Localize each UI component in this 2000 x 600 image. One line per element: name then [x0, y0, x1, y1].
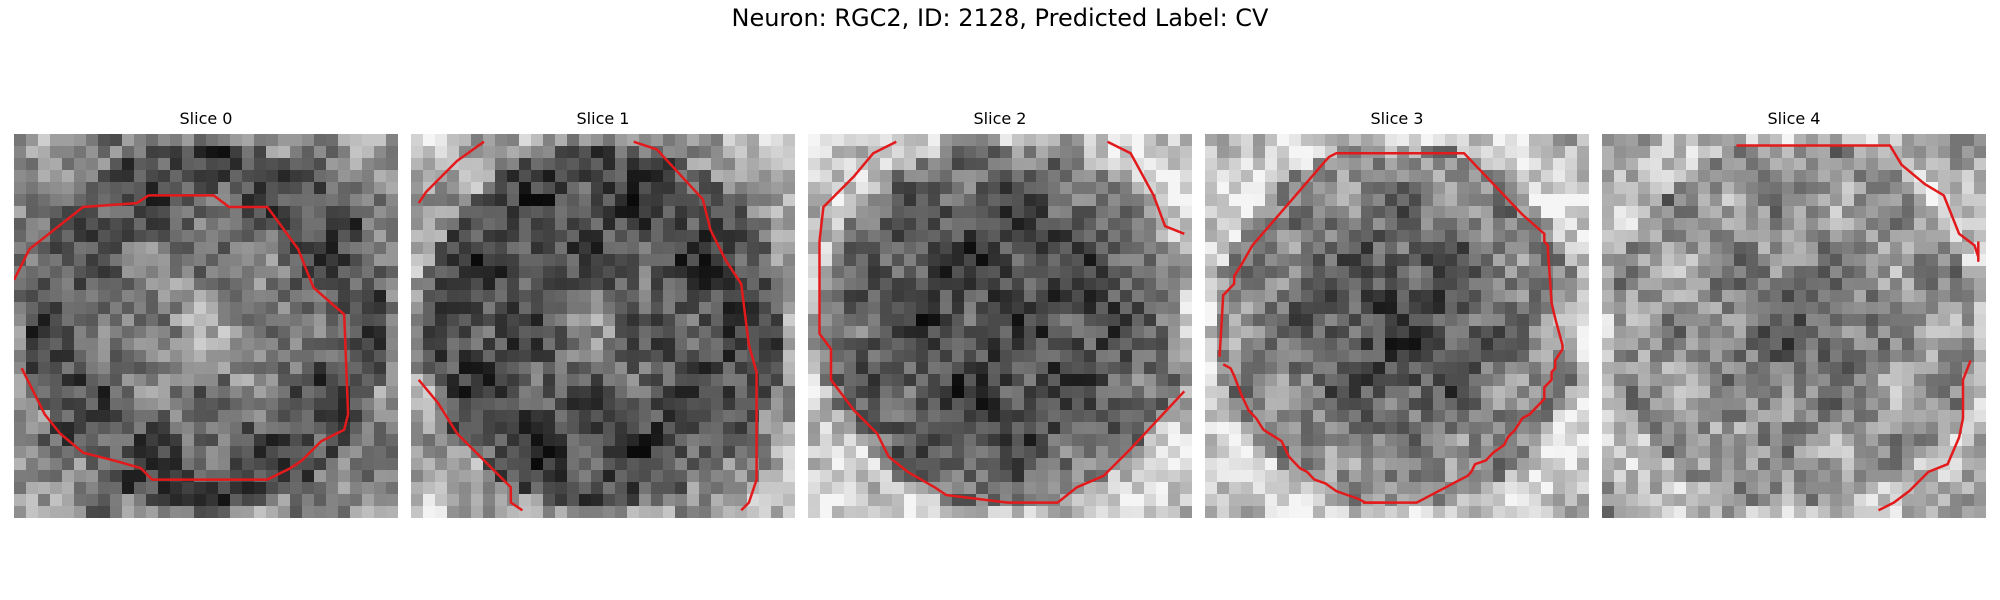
cell-contour — [1106, 140, 1185, 235]
pixel-mosaic — [1205, 134, 1589, 518]
slice-title: Slice 0 — [179, 109, 233, 128]
pixel-mosaic — [14, 134, 398, 518]
cell-contour — [417, 140, 485, 204]
cell-contour — [417, 378, 524, 512]
pixel-mosaic — [808, 134, 1192, 518]
slice-title: Slice 1 — [576, 109, 630, 128]
slice-image — [1205, 134, 1589, 518]
slice-panel-4: Slice 4 — [1602, 108, 1986, 518]
slice-image — [411, 134, 795, 518]
slice-title: Slice 2 — [973, 109, 1027, 128]
slice-panel-3: Slice 3 — [1205, 108, 1589, 518]
cell-contour — [818, 140, 1186, 504]
cell-contour — [1736, 144, 1980, 262]
slice-image — [14, 134, 398, 518]
cell-contour — [633, 140, 758, 512]
slice-image — [808, 134, 1192, 518]
slice-image — [1602, 134, 1986, 518]
pixel-mosaic — [411, 134, 795, 518]
slice-title: Slice 4 — [1767, 109, 1821, 128]
slice-panel-2: Slice 2 — [808, 108, 1192, 518]
slice-title: Slice 3 — [1370, 109, 1424, 128]
cell-contour — [1877, 360, 1972, 512]
slice-panel-0: Slice 0 — [14, 108, 398, 518]
cell-contour — [1218, 151, 1564, 504]
figure-title: Neuron: RGC2, ID: 2128, Predicted Label:… — [731, 4, 1269, 32]
pixel-mosaic — [1602, 134, 1986, 518]
slice-panel-1: Slice 1 — [411, 108, 795, 518]
cell-contour — [14, 194, 350, 481]
